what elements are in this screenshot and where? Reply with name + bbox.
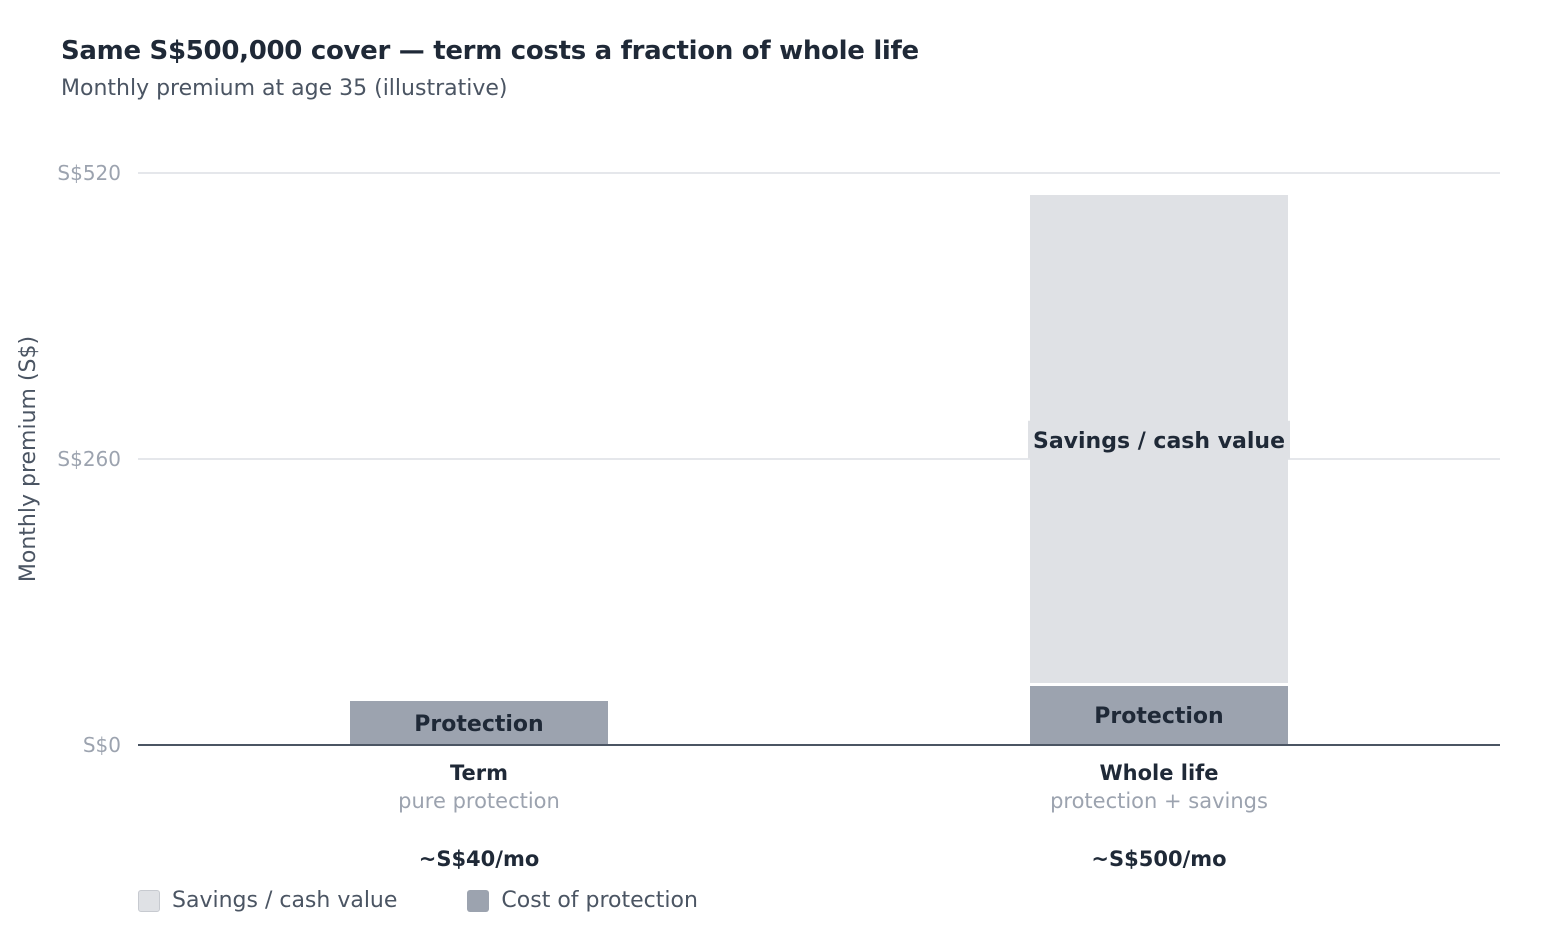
y-axis-title: Monthly premium (S$) xyxy=(16,336,41,582)
legend-label-savings: Savings / cash value xyxy=(172,888,398,913)
y-tick-label: S$520 xyxy=(57,161,121,185)
y-tick-label: S$0 xyxy=(83,733,121,757)
segment-label-plate xyxy=(1028,420,1290,459)
bar-layer xyxy=(350,195,1288,745)
legend-swatch-savings xyxy=(138,889,160,912)
bar-segment-protection xyxy=(1030,684,1288,745)
category-label: Whole life xyxy=(1099,761,1218,785)
y-tick-label: S$260 xyxy=(57,447,121,471)
category-sublabel: protection + savings xyxy=(1050,789,1268,813)
segment-label-protection: Protection xyxy=(414,712,543,737)
chart-legend: Savings / cash value Cost of protection xyxy=(138,888,768,913)
grid-layer xyxy=(138,172,1500,460)
category-label: Term xyxy=(450,761,508,785)
legend-swatch-protection xyxy=(467,889,490,912)
category-sublabel: pure protection xyxy=(398,789,560,813)
segment-label-savings: Savings / cash value xyxy=(1033,429,1285,454)
chart-subtitle: Monthly premium at age 35 (illustrative) xyxy=(61,76,508,101)
segment-label-protection: Protection xyxy=(1094,704,1223,729)
category-total-label: ~S$500/mo xyxy=(1091,847,1226,871)
legend-label-protection: Cost of protection xyxy=(501,888,698,913)
label-layer: S$0 S$260 S$520 Monthly premium (S$) Protect… xyxy=(16,161,1290,871)
chart-title: Same S$500,000 cover — term costs a frac… xyxy=(61,36,919,66)
bar-segment-protection xyxy=(350,701,608,745)
category-total-label: ~S$40/mo xyxy=(419,847,540,871)
legend-item-savings: Savings / cash value xyxy=(138,888,397,913)
legend-item-protection: Cost of protection xyxy=(467,888,698,913)
